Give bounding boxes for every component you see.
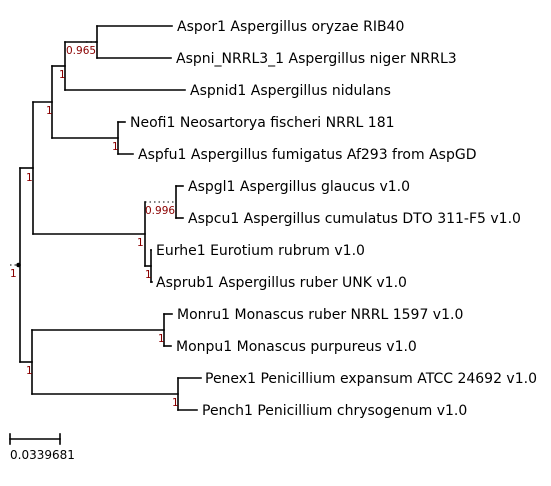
support-value: 1 [137,237,144,249]
clade-penicillium [177,377,202,411]
support-value: 0.965 [66,45,96,57]
leaf-label: Aspfu1 Aspergillus fumigatus Af293 from … [138,147,476,163]
leaf-label: Eurhe1 Eurotium rubrum v1.0 [156,243,365,259]
support-value: 1 [172,397,179,409]
leaf-label: Pench1 Penicillium chrysogenum v1.0 [202,403,467,419]
leaf-label: Aspnid1 Aspergillus nidulans [190,83,391,99]
clade-aspor-aspni [86,25,173,59]
leaf-label: Aspor1 Aspergillus oryzae RIB40 [177,19,404,35]
support-values: 0.965 1 1 1 1 0.996 1 1 1 1 1 1 [10,45,179,409]
clade-monascus [163,313,173,347]
leaf-label: Neofi1 Neosartorya fischeri NRRL 181 [130,115,395,131]
leaf-label: Monpu1 Monascus purpureus v1.0 [176,339,417,355]
clade-root [10,167,34,363]
support-value: 1 [26,172,33,184]
clade-aspergillus [32,101,146,235]
scale-bar: 0.0339681 [9,433,75,462]
support-value: 1 [26,365,33,377]
leaf-labels: Aspor1 Aspergillus oryzae RIB40 Aspni_NR… [130,19,537,419]
support-value: 1 [112,141,119,153]
support-value: 1 [46,105,53,117]
leaf-label: Monru1 Monascus ruber NRRL 1597 v1.0 [177,307,463,323]
root-node [16,262,21,268]
leaf-label: Asprub1 Aspergillus ruber UNK v1.0 [156,275,407,291]
support-value: 1 [145,269,152,281]
support-value: 1 [10,268,17,280]
leaf-label: Aspgl1 Aspergillus glaucus v1.0 [188,179,410,195]
leaf-label: Penex1 Penicillium expansum ATCC 24692 v… [205,371,537,387]
support-value: 0.996 [145,205,175,217]
leaf-label: Aspcu1 Aspergillus cumulatus DTO 311-F5 … [188,211,521,227]
leaf-label: Aspni_NRRL3_1 Aspergillus niger NRRL3 [176,51,457,67]
scale-bar-label: 0.0339681 [10,448,75,462]
support-value: 1 [158,333,165,345]
clade-monascus-penicillium [31,329,179,395]
support-value: 1 [59,69,66,81]
clade-aspgl-aspcu [145,185,184,219]
